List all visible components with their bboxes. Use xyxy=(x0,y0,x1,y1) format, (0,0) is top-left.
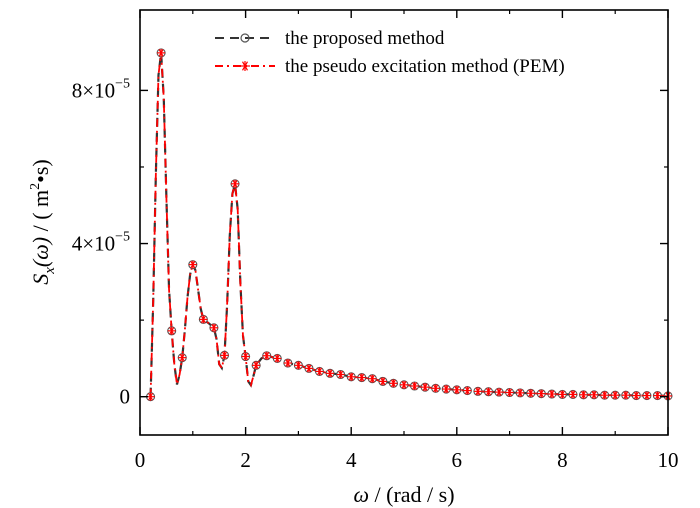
y-tick-label: 8×10−5 xyxy=(72,76,130,102)
y-tick-label: 0 xyxy=(120,385,131,409)
pem-point xyxy=(209,323,218,332)
pem-point xyxy=(421,383,430,392)
y-axis-title: Sx(ω) / ( m2•s) xyxy=(28,159,58,285)
pem-point xyxy=(336,370,345,379)
pem-point xyxy=(600,391,609,400)
pem-point xyxy=(157,48,166,57)
legend-label-pem: the pseudo excitation method (PEM) xyxy=(285,56,565,77)
pem-point xyxy=(347,372,356,381)
x-axis-ticks: 0 2 4 6 8 10 xyxy=(135,10,679,472)
x-tick-label: 2 xyxy=(240,448,251,472)
legend-entry-proposed: the proposed method xyxy=(215,28,445,49)
legend-asterisk-marker xyxy=(240,61,250,71)
pem-point xyxy=(505,388,514,397)
pem-point xyxy=(568,390,577,399)
pem-point xyxy=(252,361,261,370)
pem-point xyxy=(400,380,408,389)
pem-point xyxy=(642,391,651,400)
pem-point xyxy=(326,369,335,378)
pem-point xyxy=(537,389,546,398)
pem-point xyxy=(304,364,313,373)
x-tick-label: 10 xyxy=(658,448,679,472)
pem-point xyxy=(590,390,599,399)
pem-point xyxy=(178,353,187,362)
legend-asterisk-glyph xyxy=(240,61,250,71)
pem-point xyxy=(431,384,440,393)
pem-point xyxy=(579,390,588,399)
series-lines xyxy=(149,52,668,398)
pem-point xyxy=(220,351,229,360)
pem-point xyxy=(294,361,303,370)
x-tick-label: 0 xyxy=(135,448,146,472)
pem-point xyxy=(167,326,176,335)
legend-circle-marker xyxy=(240,33,250,43)
legend-entry-pem: the pseudo excitation method (PEM) xyxy=(215,56,565,77)
pem-point xyxy=(484,387,493,396)
pem-point xyxy=(621,391,630,400)
y-tick-label: 4×10−5 xyxy=(72,230,130,256)
pem-point xyxy=(473,387,482,396)
x-tick-label: 6 xyxy=(452,448,463,472)
pem-point xyxy=(516,388,525,397)
series-markers xyxy=(146,48,673,402)
pem-point xyxy=(547,390,556,399)
x-tick-label: 4 xyxy=(346,448,357,472)
pem-point xyxy=(526,389,535,398)
pem-point xyxy=(463,386,472,395)
pem-point xyxy=(231,179,240,188)
pem-point xyxy=(410,381,419,390)
pem-point xyxy=(442,385,451,394)
pem-point xyxy=(283,359,292,368)
pem-point xyxy=(368,374,377,383)
pem-point xyxy=(315,367,324,376)
pem-point xyxy=(632,391,641,400)
x-axis-title: ω / (rad / s) xyxy=(353,482,454,507)
pem-point xyxy=(378,377,387,386)
series-line-pem xyxy=(149,52,668,397)
pem-point xyxy=(452,385,461,394)
pem-point xyxy=(199,315,208,324)
pem-point xyxy=(389,379,398,388)
y-axis-ticks: 0 4×10−5 8×10−5 xyxy=(72,76,668,409)
pem-point xyxy=(357,373,366,382)
pem-point xyxy=(262,351,271,360)
pem-point xyxy=(611,391,620,400)
pem-point xyxy=(241,352,250,361)
pem-point xyxy=(653,391,662,400)
legend-label-proposed: the proposed method xyxy=(285,28,445,49)
pem-point xyxy=(188,260,197,269)
pem-point xyxy=(558,390,567,399)
legend: the proposed method the pseudo excitatio… xyxy=(215,28,565,77)
pem-point xyxy=(495,388,504,397)
series-line-proposed xyxy=(149,52,668,398)
x-tick-label: 8 xyxy=(557,448,568,472)
pem-point xyxy=(273,354,282,363)
